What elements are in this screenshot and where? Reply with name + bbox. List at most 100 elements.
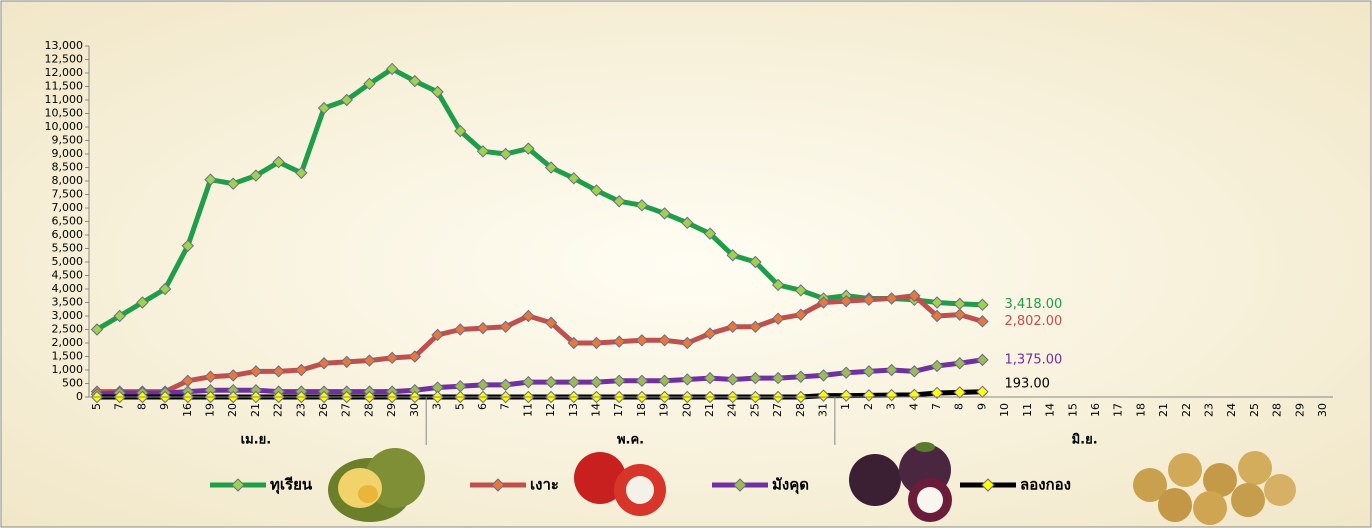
data-point bbox=[817, 369, 830, 382]
data-point bbox=[908, 365, 921, 378]
data-point bbox=[930, 386, 944, 400]
x-tick-label: 4 bbox=[907, 403, 920, 410]
data-point bbox=[567, 336, 580, 350]
legend-label: ทุเรียน bbox=[270, 476, 313, 495]
x-tick-label: 30 bbox=[408, 403, 421, 417]
data-point bbox=[749, 320, 762, 334]
data-point bbox=[385, 62, 399, 76]
x-tick-label: 18 bbox=[635, 403, 648, 417]
data-point bbox=[544, 161, 558, 174]
x-tick-label: 8 bbox=[953, 403, 966, 410]
data-point bbox=[476, 321, 490, 335]
y-tick-label: 13,000 bbox=[45, 39, 84, 52]
y-tick-label: 8,000 bbox=[52, 174, 84, 187]
value-label: 2,802.00 bbox=[1004, 314, 1062, 329]
data-point bbox=[499, 320, 512, 334]
x-tick-label: 22 bbox=[272, 403, 285, 417]
x-tick-label: 29 bbox=[1293, 403, 1306, 417]
data-point bbox=[612, 195, 626, 208]
y-tick-label: 8,500 bbox=[52, 161, 84, 174]
data-point bbox=[681, 336, 694, 350]
data-point bbox=[794, 370, 808, 383]
data-point bbox=[726, 249, 739, 262]
legend-marker bbox=[491, 478, 505, 492]
data-point bbox=[227, 369, 240, 382]
x-tick-label: 5 bbox=[90, 403, 103, 410]
data-point bbox=[862, 365, 876, 378]
x-tick-label: 14 bbox=[1044, 403, 1057, 417]
data-point bbox=[840, 294, 853, 308]
x-tick-label: 9 bbox=[158, 403, 171, 410]
y-tick-label: 3,000 bbox=[52, 309, 84, 322]
data-point bbox=[181, 239, 195, 253]
data-point bbox=[295, 363, 308, 377]
data-point bbox=[499, 147, 512, 161]
data-point bbox=[136, 296, 149, 309]
data-point bbox=[953, 357, 966, 370]
data-point bbox=[612, 374, 626, 388]
x-tick-label: 17 bbox=[1112, 403, 1125, 417]
y-tick-label: 11,500 bbox=[45, 80, 84, 93]
data-point bbox=[567, 375, 580, 389]
y-tick-label: 9,000 bbox=[52, 147, 84, 160]
legend-label: เงาะ bbox=[530, 476, 559, 494]
data-point bbox=[703, 227, 717, 240]
data-point bbox=[204, 370, 217, 383]
data-point bbox=[408, 74, 422, 88]
data-point bbox=[771, 278, 785, 292]
durian-image bbox=[328, 448, 425, 522]
x-tick-label: 28 bbox=[1271, 403, 1284, 417]
x-tick-label: 7 bbox=[499, 403, 512, 410]
x-tick-label: 28 bbox=[794, 403, 807, 417]
x-tick-label: 14 bbox=[589, 403, 602, 417]
y-tick-label: 6,500 bbox=[52, 215, 84, 228]
data-point bbox=[930, 296, 944, 309]
data-point bbox=[635, 199, 649, 212]
data-point bbox=[317, 357, 331, 370]
data-point bbox=[908, 289, 921, 302]
data-point bbox=[817, 296, 830, 309]
x-tick-label: 24 bbox=[726, 403, 739, 417]
data-point bbox=[658, 207, 671, 220]
x-tick-label: 19 bbox=[204, 403, 217, 417]
data-point bbox=[454, 323, 467, 336]
x-tick-label: 6 bbox=[476, 403, 489, 410]
data-point bbox=[204, 173, 217, 186]
y-tick-label: 11,000 bbox=[45, 93, 84, 106]
data-point bbox=[249, 365, 263, 378]
x-tick-label: 28 bbox=[362, 403, 375, 417]
legend-label: ลองกอง bbox=[1020, 476, 1071, 494]
x-tick-label: 17 bbox=[612, 403, 625, 417]
data-point bbox=[658, 374, 671, 388]
x-tick-label: 31 bbox=[817, 403, 830, 417]
data-point bbox=[544, 375, 558, 389]
data-point bbox=[476, 378, 490, 392]
x-tick-label: 9 bbox=[975, 403, 988, 410]
data-point bbox=[317, 101, 331, 115]
series-line bbox=[95, 66, 983, 332]
mangosteen-image bbox=[849, 442, 952, 522]
data-point bbox=[227, 177, 240, 190]
data-point bbox=[908, 388, 921, 402]
x-tick-label: 2 bbox=[862, 403, 875, 410]
legend-marker bbox=[733, 478, 747, 492]
data-point bbox=[408, 350, 422, 363]
y-tick-label: 1,500 bbox=[52, 350, 84, 363]
data-point bbox=[703, 327, 717, 340]
data-point bbox=[817, 389, 830, 402]
data-point bbox=[499, 378, 512, 392]
y-tick-label: 5,000 bbox=[52, 255, 84, 268]
x-tick-label: 15 bbox=[1066, 403, 1079, 417]
data-point bbox=[522, 375, 535, 389]
data-point bbox=[794, 284, 808, 297]
x-tick-label: 8 bbox=[135, 403, 148, 410]
legend-marker bbox=[231, 478, 245, 492]
data-point bbox=[840, 389, 853, 402]
data-point bbox=[976, 298, 989, 311]
data-point bbox=[113, 309, 126, 323]
x-tick-label: 30 bbox=[1316, 403, 1329, 417]
x-tick-label: 20 bbox=[226, 403, 239, 417]
